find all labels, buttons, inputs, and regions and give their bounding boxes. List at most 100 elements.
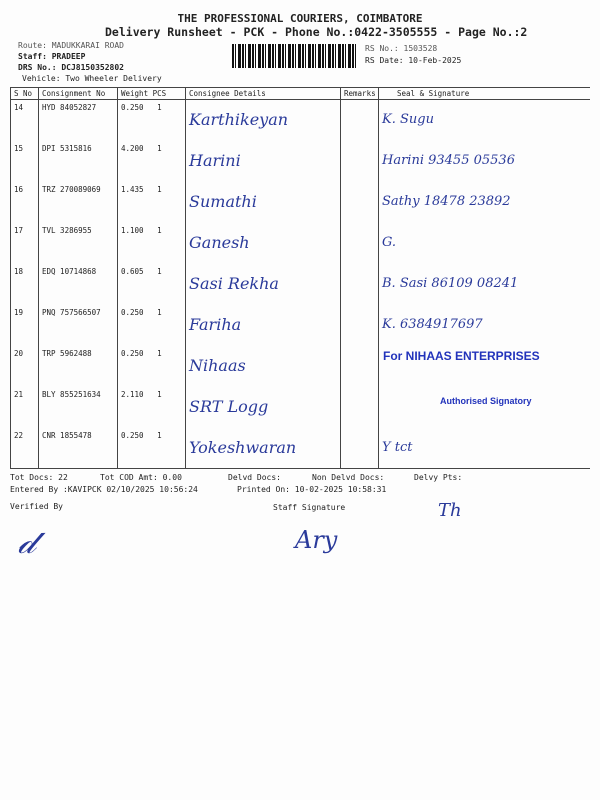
cell-sno: 16: [10, 181, 39, 223]
stamp-authorised: Authorised Signatory: [440, 396, 532, 406]
cell-sno: 17: [10, 222, 39, 264]
cell-consignment-no: TRZ 270089069: [38, 181, 118, 223]
cell-remarks: [340, 263, 379, 305]
weight: 0.250: [121, 348, 144, 358]
cell-consignee: Sumathi: [185, 181, 341, 223]
cell-signature: Harini 93455 05536: [378, 140, 590, 182]
cell-consignment-no: BLY 855251634: [38, 386, 118, 428]
cell-sno: 20: [10, 345, 39, 387]
stamp-company: For NIHAAS ENTERPRISES: [383, 349, 540, 363]
weight: 1.100: [121, 225, 144, 235]
tot-cod: Tot COD Amt: 0.00: [100, 473, 182, 482]
non-delvd-docs: Non Delvd Docs:: [312, 473, 385, 482]
cell-remarks: [340, 181, 379, 223]
rs-date: RS Date: 10-Feb-2025: [365, 56, 462, 65]
cell-consignee: Karthikeyan: [185, 99, 341, 141]
consignment-table: S No Consignment No Weight PCS Consignee…: [10, 87, 590, 469]
cell-consignee: SRT Logg: [185, 386, 341, 428]
cell-weight-pcs: 1.100 1: [117, 222, 186, 264]
cell-consignment-no: TRP 5962488: [38, 345, 118, 387]
col-remarks: Remarks: [340, 87, 379, 100]
cell-remarks: [340, 304, 379, 346]
table-row: 15 DPI 5315816 4.200 1 Harini Harini 93455 0…: [10, 140, 590, 182]
table-row: 16 TRZ 270089069 1.435 1 Sumathi Sathy 18478…: [10, 181, 590, 223]
cell-weight-pcs: 0.605 1: [117, 263, 186, 305]
entered-by: Entered By :KAVIPCK 02/10/2025 10:56:24: [10, 485, 198, 494]
cell-consignee: Harini: [185, 140, 341, 182]
cell-consignee: Fariha: [185, 304, 341, 346]
cell-remarks: [340, 222, 379, 264]
cell-signature: [378, 345, 590, 387]
cell-signature: B. Sasi 86109 08241: [378, 263, 590, 305]
cell-remarks: [340, 386, 379, 428]
pcs: 1: [157, 307, 162, 317]
cell-signature: Sathy 18478 23892: [378, 181, 590, 223]
cell-weight-pcs: 4.200 1: [117, 140, 186, 182]
col-consignment: Consignment No: [38, 87, 118, 100]
cell-remarks: [340, 427, 379, 469]
route: Route: MADUKKARAI ROAD: [18, 41, 124, 50]
verified-by: Verified By: [10, 502, 63, 511]
cell-weight-pcs: 0.250 1: [117, 99, 186, 141]
barcode: [232, 44, 358, 68]
cell-consignment-no: EDQ 10714868: [38, 263, 118, 305]
cell-weight-pcs: 1.435 1: [117, 181, 186, 223]
staff-signature-label: Staff Signature: [273, 503, 346, 512]
cell-sno: 18: [10, 263, 39, 305]
delvy-pts: Delvy Pts:: [414, 473, 463, 482]
pcs: 1: [157, 348, 162, 358]
weight: 4.200: [121, 143, 144, 153]
cell-consignment-no: CNR 1855478: [38, 427, 118, 469]
weight: 0.250: [121, 430, 144, 440]
printed-on: Printed On: 10-02-2025 10:58:31: [237, 485, 387, 494]
cell-consignee: Ganesh: [185, 222, 341, 264]
table-row: 20 TRP 5962488 0.250 1 Nihaas: [10, 345, 590, 387]
col-sno: S No: [10, 87, 39, 100]
table-row: 19 PNQ 757566507 0.250 1 Fariha K. 638491769…: [10, 304, 590, 346]
cell-signature: Y tct: [378, 427, 590, 469]
vehicle: Vehicle: Two Wheeler Delivery: [22, 74, 162, 83]
table-row: 22 CNR 1855478 0.250 1 Yokeshwaran Y tct: [10, 427, 590, 469]
cell-signature: K. Sugu: [378, 99, 590, 141]
table-row: 17 TVL 3286955 1.100 1 Ganesh G.: [10, 222, 590, 264]
cell-weight-pcs: 0.250 1: [117, 304, 186, 346]
cell-sno: 21: [10, 386, 39, 428]
pcs: 1: [157, 184, 162, 194]
cell-weight-pcs: 0.250 1: [117, 427, 186, 469]
cell-consignment-no: TVL 3286955: [38, 222, 118, 264]
cell-consignee: Sasi Rekha: [185, 263, 341, 305]
cell-consignment-no: DPI 5315816: [38, 140, 118, 182]
cell-sno: 22: [10, 427, 39, 469]
runsheet-title: Delivery Runsheet - PCK - Phone No.:0422…: [105, 25, 528, 39]
cell-signature: G.: [378, 222, 590, 264]
cell-consignment-no: HYD 84052827: [38, 99, 118, 141]
cell-consignment-no: PNQ 757566507: [38, 304, 118, 346]
pcs: 1: [157, 266, 162, 276]
cell-weight-pcs: 2.110 1: [117, 386, 186, 428]
initial-signature: Th: [438, 500, 462, 521]
col-consignee: Consignee Details: [185, 87, 341, 100]
col-weight-pcs: Weight PCS: [117, 87, 186, 100]
cell-remarks: [340, 140, 379, 182]
table-row: 18 EDQ 10714868 0.605 1 Sasi Rekha B. Sasi 8…: [10, 263, 590, 305]
tot-docs: Tot Docs: 22: [10, 473, 68, 482]
pcs: 1: [157, 430, 162, 440]
cell-consignee: Nihaas: [185, 345, 341, 387]
cell-consignee: Yokeshwaran: [185, 427, 341, 469]
staff: Staff: PRADEEP: [18, 52, 86, 61]
verifier-signature: 𝒹: [18, 522, 36, 562]
col-seal-signature: Seal & Signature: [378, 87, 590, 100]
weight: 1.435: [121, 184, 144, 194]
rs-no: RS No.: 1503528: [365, 44, 438, 53]
weight: 0.250: [121, 103, 144, 112]
pcs: 1: [157, 103, 162, 112]
cell-signature: [378, 386, 590, 428]
weight: 0.250: [121, 307, 144, 317]
table-row: 14 HYD 84052827 0.250 1 Karthikeyan K. Sugu: [10, 99, 590, 141]
cell-signature: K. 6384917697: [378, 304, 590, 346]
cell-sno: 19: [10, 304, 39, 346]
cell-weight-pcs: 0.250 1: [117, 345, 186, 387]
pcs: 1: [157, 389, 162, 399]
table-row: 21 BLY 855251634 2.110 1 SRT Logg: [10, 386, 590, 428]
